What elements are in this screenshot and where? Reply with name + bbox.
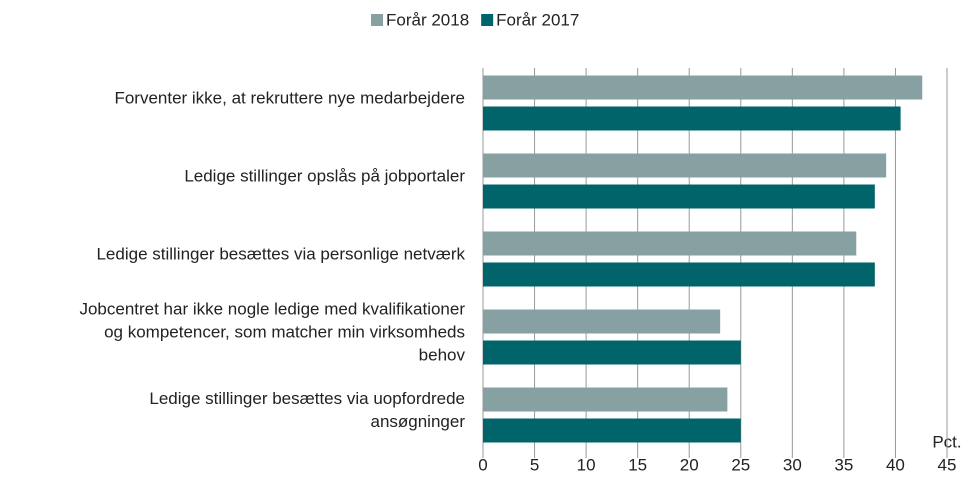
bar [483,231,857,256]
y-tick-label: Forventer ikke, at rekruttere nye medarb… [114,88,465,107]
bar [483,387,728,412]
x-tick-label: 0 [478,455,487,474]
x-tick-label: 15 [628,455,647,474]
y-tick-label: behov [419,345,466,364]
y-tick-label: ansøgninger [370,412,465,431]
x-tick-label: 30 [783,455,802,474]
legend-label: Forår 2017 [496,10,579,29]
legend-swatch [481,14,494,26]
x-tick-label: 35 [834,455,853,474]
y-tick-label: Ledige stillinger opslås på jobportaler [184,166,465,185]
legend-swatch [371,14,383,26]
x-tick-label: 25 [731,455,750,474]
y-tick-label: Jobcentret har ikke nogle ledige med kva… [79,299,465,318]
bar [483,418,741,443]
x-tick-label: 45 [938,455,957,474]
x-tick-label: 10 [577,455,596,474]
legend-label: Forår 2018 [386,10,469,29]
bar [483,340,741,365]
bar [483,75,923,100]
bar [483,153,887,178]
x-tick-label: 20 [680,455,699,474]
bar [483,262,875,287]
y-tick-label: og kompetencer, som matcher min virksomh… [104,322,465,341]
bar [483,106,901,131]
bar [483,309,721,334]
x-tick-label: 40 [886,455,905,474]
y-tick-label: Ledige stillinger besættes via personlig… [96,244,465,263]
y-tick-label: Ledige stillinger besættes via uopfordre… [149,389,465,408]
x-tick-label: 5 [530,455,539,474]
bar [483,184,875,209]
